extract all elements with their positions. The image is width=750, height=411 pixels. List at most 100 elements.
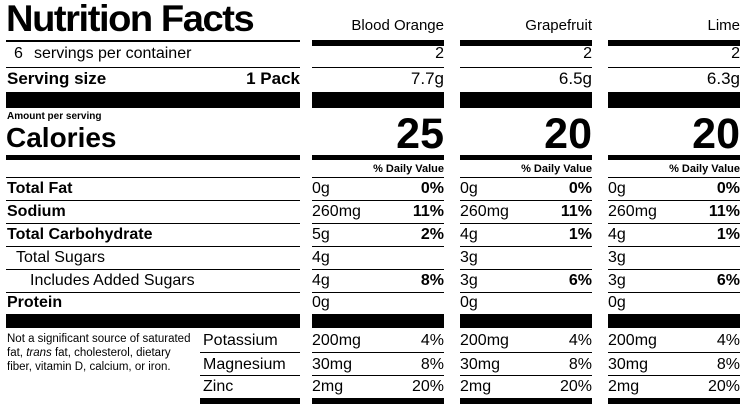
serving-size-label: Serving size [7,69,107,88]
daily-value-header: % Daily Value [373,163,444,175]
servings-count: 6 [14,45,23,62]
bar-calories-left [6,155,300,160]
potassium-percent: 4% [420,332,444,349]
rule-servings-left [6,67,300,68]
col-calories-bar [460,155,592,160]
potassium-amount: 200mg [460,332,509,349]
product-name: Blood Orange [351,17,444,34]
rule-fat-left [6,200,300,201]
col-top-bar [460,40,592,46]
rule-added-left [6,292,300,293]
sodium-amount: 260mg [312,203,361,220]
col-calories-bar [312,155,444,160]
fat-amount: 0g [460,180,478,197]
col-rule-servings [312,67,444,68]
magnesium-amount: 30mg [312,356,353,373]
bar-protein-left [6,314,300,328]
col-protein-bar [460,314,592,328]
amount-per-serving: Amount per serving [7,111,102,122]
sodium-percent: 11% [560,203,592,220]
col-row-rule [460,223,592,224]
col-rule-dv [460,177,592,178]
magnesium-amount: 30mg [460,356,501,373]
fat-amount: 0g [608,180,626,197]
added-amount: 3g [608,272,626,289]
zinc-amount: 2mg [608,378,640,395]
servings-label: servings per container [34,45,192,62]
rule-sodium-left [6,223,300,224]
serving-size-amount: 6.3g [706,69,740,88]
zinc-percent: 20% [707,378,740,395]
sodium-amount: 260mg [460,203,509,220]
magnesium-percent: 8% [568,356,592,373]
total-sugars-label: Total Sugars [16,249,105,266]
protein-amount: 0g [608,294,626,311]
serving-size-value: 1 Pack [246,69,300,88]
zinc-percent: 20% [559,378,592,395]
sodium-percent: 11% [412,203,444,220]
col-row-rule [312,223,444,224]
fat-amount: 0g [312,180,330,197]
footnote-post: fat, cholesterol, dietary fiber, vitamin… [7,347,171,373]
col-row-rule [460,375,592,376]
col-row-rule [460,246,592,247]
product-name: Grapefruit [525,17,592,34]
calories-value: 25 [396,110,444,158]
total-fat-label: Total Fat [7,180,73,197]
product-name: Lime [707,17,740,34]
col-rule-dv [312,177,444,178]
total-carbohydrate-label: Total Carbohydrate [7,226,153,243]
serving-size-amount: 7.7g [410,69,444,88]
bar-bottom-left [200,398,300,404]
col-top-bar [608,40,740,46]
carb-amount: 4g [608,226,626,243]
rule-dv-left [6,177,300,178]
potassium-percent: 4% [716,332,740,349]
col-protein-bar [312,314,444,328]
added-amount: 3g [460,272,478,289]
footnote: Not a significant source of saturated fa… [7,332,197,374]
sodium-percent: 11% [708,203,740,220]
col-rule-servings [608,67,740,68]
servings-value: 2 [435,45,444,62]
sodium-amount: 260mg [608,203,657,220]
col-calories-bar [608,155,740,160]
sugars-amount: 3g [608,249,626,266]
fat-percent: 0% [568,180,592,197]
rule-magnesium-left [200,375,300,376]
added-amount: 4g [312,272,330,289]
fat-percent: 0% [420,180,444,197]
col-bottom-bar [312,398,444,404]
carb-percent: 2% [420,226,444,243]
col-row-rule [460,200,592,201]
col-serving-bar [312,92,444,108]
sodium-label: Sodium [7,203,66,220]
col-row-rule [608,200,740,201]
col-serving-bar [460,92,592,108]
daily-value-header: % Daily Value [669,163,740,175]
zinc-percent: 20% [411,378,444,395]
protein-amount: 0g [312,294,330,311]
col-row-rule [312,352,444,353]
col-serving-bar [608,92,740,108]
serving-size-amount: 6.5g [558,69,592,88]
zinc-amount: 2mg [460,378,492,395]
magnesium-label: Magnesium [203,356,286,373]
col-protein-bar [608,314,740,328]
potassium-percent: 4% [568,332,592,349]
col-row-rule [460,352,592,353]
rule-sugars-left [6,269,300,270]
zinc-amount: 2mg [312,378,344,395]
added-sugars-label: Includes Added Sugars [30,272,195,289]
zinc-label: Zinc [203,378,234,395]
carb-amount: 4g [460,226,478,243]
carb-percent: 1% [716,226,740,243]
bar-serving-left [6,92,300,108]
col-row-rule [460,292,592,293]
col-row-rule [312,375,444,376]
carb-amount: 5g [312,226,330,243]
col-bottom-bar [608,398,740,404]
carb-percent: 1% [568,226,592,243]
col-row-rule [312,269,444,270]
calories-value: 20 [692,110,740,158]
